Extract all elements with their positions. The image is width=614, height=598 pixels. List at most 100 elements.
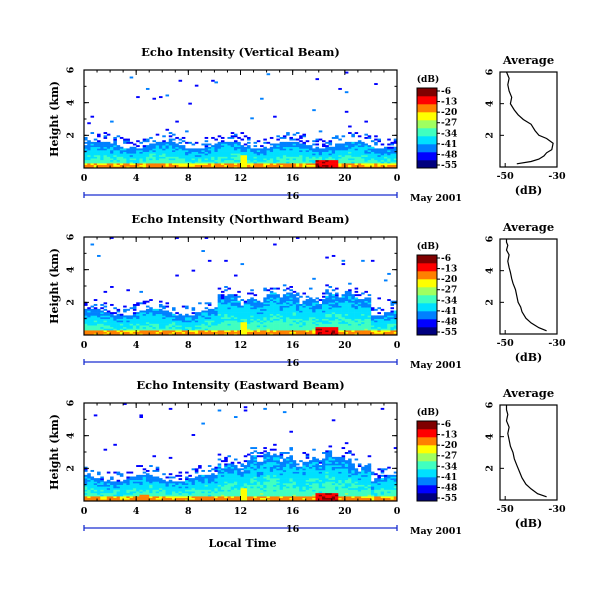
echo-cell (230, 135, 235, 138)
echo-cell (266, 326, 271, 329)
echo-cell (110, 120, 114, 123)
echo-cell (344, 328, 349, 331)
echo-cell (370, 331, 375, 334)
echo-cell (185, 333, 189, 336)
echo-cell (175, 333, 179, 336)
echo-cell (207, 491, 212, 494)
echo-cell (286, 318, 290, 321)
echo-cell (181, 153, 186, 156)
echo-cell (230, 320, 235, 323)
echo-cell (207, 333, 212, 336)
echo-cell (383, 146, 388, 149)
echo-cell (282, 135, 287, 138)
echo-cell (110, 151, 114, 154)
echo-cell (256, 156, 261, 159)
echo-cell (266, 323, 271, 326)
echo-cell (152, 153, 157, 156)
echo-cell (155, 323, 160, 326)
echo-cell (370, 166, 375, 169)
echo-cell (383, 317, 388, 319)
echo-cell (357, 330, 362, 333)
echo-cell (276, 148, 280, 151)
echo-cell (233, 479, 238, 482)
echo-cell (295, 156, 300, 159)
echo-cell (266, 305, 271, 308)
echo-cell (217, 156, 222, 159)
echo-cell (168, 154, 173, 157)
echo-cell (132, 483, 137, 485)
echo-cell (165, 331, 170, 334)
echo-cell (331, 297, 336, 300)
echo-cell (325, 161, 329, 164)
echo-cell (201, 333, 205, 336)
echo-cell (211, 325, 215, 328)
echo-cell (181, 486, 186, 489)
echo-cell (168, 135, 173, 138)
echo-cell (380, 150, 385, 152)
echo-cell (354, 163, 359, 166)
echo-cell (123, 489, 127, 492)
echo-cell (224, 154, 228, 157)
echo-cell (367, 321, 372, 324)
echo-cell (230, 333, 235, 336)
echo-cell (165, 148, 170, 151)
echo-cell (341, 297, 346, 300)
echo-cell (377, 333, 381, 336)
echo-cell (253, 305, 258, 308)
echo-cell (214, 469, 218, 472)
colorbar-step (417, 263, 437, 266)
echo-cell (247, 330, 251, 333)
echo-cell (233, 310, 238, 313)
echo-cell (168, 330, 173, 333)
echo-cell (348, 132, 352, 134)
echo-cell (325, 156, 329, 159)
echo-cell (152, 140, 157, 143)
echo-cell (357, 159, 362, 162)
echo-cell (361, 312, 365, 315)
echo-cell (198, 484, 202, 487)
echo-cell (116, 308, 121, 311)
echo-cell (126, 333, 130, 336)
echo-cell (266, 300, 271, 303)
echo-cell (273, 455, 277, 458)
echo-cell (84, 166, 88, 169)
echo-cell (387, 161, 391, 164)
echo-cell (370, 328, 375, 331)
echo-cell (217, 166, 222, 169)
echo-cell (390, 325, 395, 328)
echo-cell (367, 158, 372, 161)
echo-cell (158, 483, 163, 485)
echo-cell (351, 313, 355, 316)
echo-cell (100, 494, 104, 497)
echo-cell (217, 320, 222, 323)
echo-cell (97, 156, 101, 159)
echo-cell (243, 465, 248, 467)
echo-cell (240, 463, 245, 466)
echo-cell (377, 315, 381, 318)
x-tick-label: 12 (234, 173, 247, 184)
echo-cell (344, 156, 349, 159)
echo-cell (289, 158, 293, 161)
echo-cell (142, 474, 147, 477)
echo-cell (103, 326, 108, 329)
echo-cell (233, 483, 238, 485)
echo-cell (266, 141, 271, 144)
echo-cell (155, 308, 160, 311)
echo-cell (348, 325, 352, 328)
echo-cell (325, 141, 329, 144)
echo-cell (191, 143, 196, 146)
echo-cell (253, 166, 258, 169)
colorbar-step (417, 132, 437, 135)
echo-cell (204, 158, 209, 161)
echo-cell (276, 295, 280, 298)
echo-cell (299, 305, 303, 308)
colorbar-step (417, 283, 437, 286)
echo-cell (178, 325, 183, 328)
echo-cell (145, 87, 150, 90)
echo-cell (367, 307, 372, 310)
colorbar-step (417, 114, 437, 117)
echo-cell (250, 158, 254, 161)
echo-cell (253, 158, 258, 161)
colorbar-tick-label: -41 (441, 307, 457, 317)
echo-cell (198, 330, 202, 333)
